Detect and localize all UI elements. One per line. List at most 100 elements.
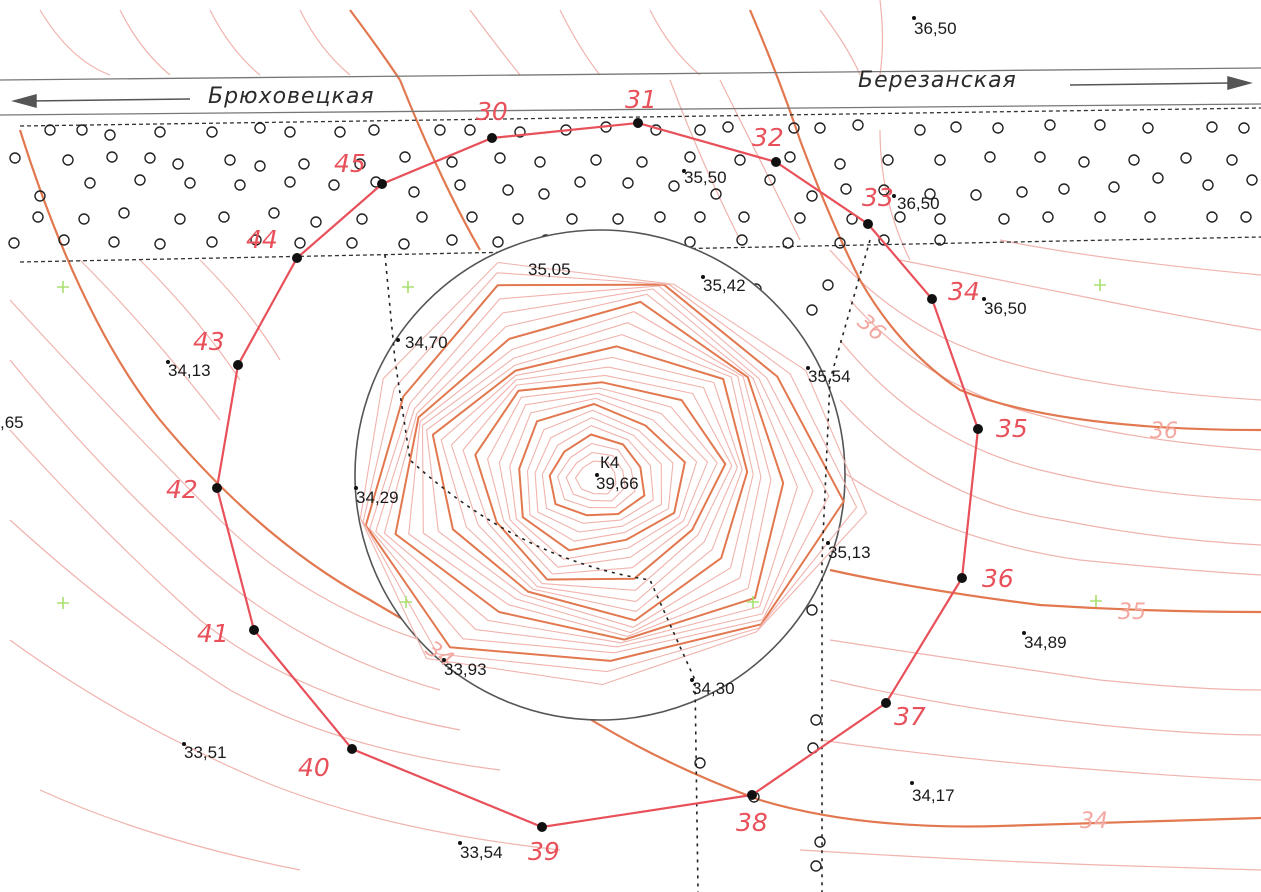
elevation-mark: 35,42 [703,276,746,295]
mound-contour [574,460,617,495]
mound-contour [534,417,662,533]
tree-symbol [310,216,322,228]
tree-symbol [62,154,74,166]
boundary-vertex [957,573,967,583]
boundary-vertex [347,744,357,754]
contour-label: 36 [1150,419,1178,444]
boundary-vertex [927,294,937,304]
tree-symbol [814,122,826,134]
tree-symbol [722,121,734,133]
tree-symbol [882,154,894,166]
grid-crosses [57,279,1106,609]
tree-symbol [970,189,982,201]
tree-symbol [934,234,946,246]
tree-symbol [636,156,648,168]
tree-symbol [408,186,420,198]
tree-symbol [984,151,996,163]
tree-symbol [268,207,280,219]
tree-symbol [1094,119,1106,131]
point-label: 37 [894,702,926,731]
tree-symbol [694,211,706,223]
elevation-mark: 34,70 [405,333,448,352]
tree-symbol [434,124,446,136]
mound-contour-major [548,433,646,517]
tree-symbol [108,236,120,248]
tree-symbol [84,177,96,189]
mound-contour [509,397,698,560]
point-label: 31 [625,85,657,114]
tree-symbol [668,180,680,192]
mound-contour [359,261,868,686]
tree-symbol [878,234,890,246]
tree-symbol [354,158,366,170]
point-label: 32 [752,123,784,152]
tree-symbol [738,211,750,223]
tree-symbol [494,152,506,164]
tree-symbol [924,188,936,200]
boundary-vertex [487,133,497,143]
tree-symbol [154,126,166,138]
mound-contour [426,334,754,628]
mound-contour [487,387,718,575]
elevation-mark: 33,93 [444,660,487,679]
tree-symbol [144,152,156,164]
tree-symbol [134,174,146,186]
tree-symbol [464,124,476,136]
street-label-right: Березанская [858,68,1017,93]
boundary-vertex [863,219,873,229]
tree-symbol [806,604,818,616]
point-label: 44 [246,225,278,254]
tree-symbol [566,213,578,225]
point-label: 36 [982,564,1014,593]
tree-symbol [934,213,946,225]
tree-symbol [694,124,706,136]
tree-symbol [502,184,514,196]
mound-outline [354,229,846,721]
tree-symbol [788,122,800,134]
elevation-mark: 33,54 [460,843,503,862]
tree-symbol [1240,211,1252,223]
tree-symbol [328,179,340,191]
tree-symbol [492,236,504,248]
tree-symbol [174,213,186,225]
tree-symbol [254,160,266,172]
tree-symbol [934,154,946,166]
tree-symbol [622,177,634,189]
tree-symbol [852,119,864,131]
tree-symbol [284,126,296,138]
elevation-mark: 35,05 [528,260,571,279]
tree-symbol [834,237,846,249]
tree-symbol [1238,122,1250,134]
tree-symbol [9,152,21,164]
tree-symbol [104,129,116,141]
tree-symbol [514,126,526,138]
elevation-mark: 34,89 [1024,633,1067,652]
mound-contour-major [518,403,686,552]
elevation-mark: ,65 [0,413,24,432]
mound-contour-major [474,381,727,581]
boundary-vertex [747,790,757,800]
tree-symbol [810,860,822,872]
tree-symbol [346,237,358,249]
tree-symbol [1016,186,1028,198]
street-label-left: Брюховецкая [208,84,375,109]
elevation-mark: 34,13 [168,361,211,380]
point-label: 40 [298,753,330,782]
tree-symbol [398,238,410,250]
tree-symbol [1078,156,1090,168]
tree-symbol [224,154,236,166]
elevation-mark: 35,54 [808,367,851,386]
tree-symbol [1202,179,1214,191]
boundary-labels: 30 31 32 33 34 35 36 37 38 39 40 41 42 4… [166,85,1028,866]
tree-symbol [76,124,88,136]
mound-contour [369,285,830,654]
tree-symbol [950,121,962,133]
tree-symbol [784,151,796,163]
tree-symbol [118,207,130,219]
tree-symbol [914,124,926,136]
tree-symbol [416,211,428,223]
tree-symbol [764,174,776,186]
tree-symbol [154,238,166,250]
tree-symbol [840,183,852,195]
